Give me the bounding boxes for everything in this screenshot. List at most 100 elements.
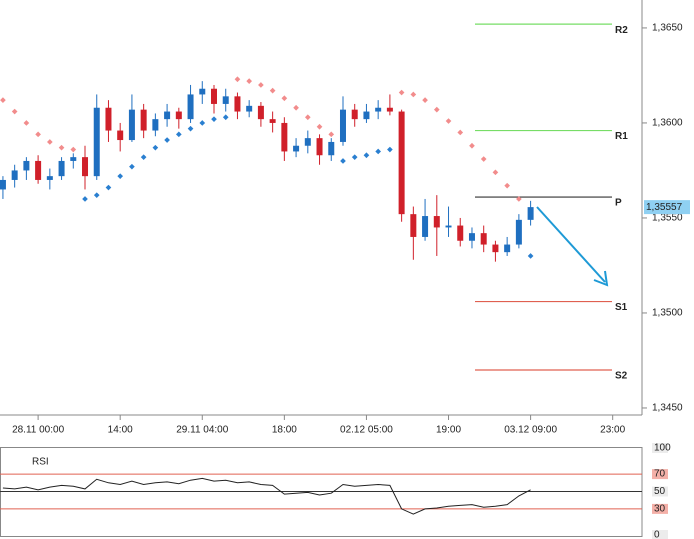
pivot-label: S2 (615, 371, 628, 382)
sar-dot (117, 173, 124, 179)
rsi-tick-label: 70 (654, 469, 666, 480)
forecast-arrow-head (593, 270, 609, 287)
sar-dot (469, 142, 475, 149)
pivot-label: P (615, 198, 622, 209)
sar-dot (246, 78, 253, 84)
candle-body (527, 207, 534, 220)
candle-body (492, 244, 499, 253)
candle-body (281, 122, 288, 152)
candle-body (11, 170, 18, 180)
last-price-box (644, 200, 690, 215)
last-price-label: 1,35557 (646, 202, 683, 213)
x-tick-label: 18:00 (272, 425, 297, 436)
sar-dot (398, 89, 405, 96)
candle-body (293, 145, 300, 152)
candle-body (70, 157, 77, 161)
candle-body (351, 109, 358, 120)
rsi-tick-box (652, 443, 668, 453)
candle-body (339, 109, 346, 142)
sar-dot (82, 196, 88, 202)
candle-body (257, 105, 264, 120)
pivot-label: R1 (615, 131, 628, 142)
sar-dot (340, 158, 346, 164)
sar-dot (175, 131, 182, 138)
rsi-tick-label: 30 (654, 504, 666, 515)
x-tick-label: 29.11 04:00 (176, 425, 229, 436)
sar-dot (222, 114, 229, 121)
sar-dot (457, 129, 464, 136)
rsi-title: RSI (32, 457, 49, 468)
rsi-tick-label: 50 (654, 486, 666, 497)
candle-body (211, 88, 217, 104)
candle-body (152, 119, 159, 131)
candle-body (199, 88, 206, 95)
candle-body (410, 214, 417, 237)
y-tick-label: 1,3500 (652, 308, 683, 319)
rsi-line (2, 477, 531, 515)
rsi-tick-box (652, 469, 668, 480)
candle-body (187, 94, 194, 120)
sar-dot (422, 97, 428, 103)
sar-dot (70, 146, 77, 153)
candle-body (58, 160, 65, 177)
candle-body (515, 219, 522, 245)
sar-dot (258, 82, 264, 88)
candle-body (175, 111, 182, 120)
x-tick-label: 28.11 00:00 (12, 425, 65, 436)
candle-body (234, 96, 241, 112)
candle-body (363, 111, 370, 120)
y-tick-label: 1,3600 (652, 118, 683, 129)
sar-dot (328, 131, 335, 138)
sar-dot (199, 120, 206, 126)
candle-body (0, 179, 6, 190)
sar-dot (152, 144, 159, 151)
rsi-tick-label: 100 (654, 443, 671, 454)
rsi-tick-box (652, 530, 668, 539)
rsi-tick-box (652, 486, 668, 497)
candle-body (304, 138, 311, 146)
x-tick-label: 02.12 05:00 (340, 425, 393, 436)
sar-dot (516, 196, 522, 202)
candle-body (398, 111, 405, 215)
sar-dot (527, 253, 534, 259)
candle-body (246, 105, 253, 112)
sar-dot (234, 76, 241, 83)
pivot-label: S1 (615, 302, 628, 313)
x-tick-label: 03.12 09:00 (504, 425, 557, 436)
candle-body (82, 157, 89, 177)
candle-body (269, 119, 276, 123)
sar-dot (211, 116, 217, 122)
candle-body (433, 216, 440, 228)
forecast-arrow (536, 206, 606, 283)
sar-dot (480, 156, 487, 162)
sar-dot (164, 137, 170, 143)
sar-dot (304, 114, 311, 121)
pivot-label: R2 (615, 25, 628, 36)
rsi-tick-label: 0 (654, 530, 660, 539)
candle-body (445, 225, 452, 228)
candle-body (23, 160, 30, 171)
candle-body (222, 96, 229, 104)
candle-body (140, 109, 147, 131)
candle-body (457, 225, 464, 241)
candle-body (386, 107, 393, 112)
rsi-tick-box (652, 503, 668, 514)
sar-dot (129, 163, 135, 170)
candle-body (480, 233, 487, 245)
candle-body (35, 160, 42, 180)
candle-body (117, 130, 124, 141)
sar-dot (375, 148, 381, 155)
y-tick-label: 1,3550 (652, 213, 683, 224)
sar-dot (445, 118, 452, 124)
candle-body (46, 176, 53, 180)
candle-body (328, 141, 335, 156)
candle-body (316, 138, 323, 156)
candle-body (93, 107, 100, 177)
x-tick-label: 14:00 (108, 425, 133, 436)
candle-body (422, 216, 429, 237)
sar-dot (293, 104, 299, 111)
x-tick-label: 19:00 (436, 425, 461, 436)
sar-dot (504, 182, 510, 189)
